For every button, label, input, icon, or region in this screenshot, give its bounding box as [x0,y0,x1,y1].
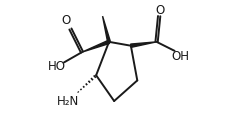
Text: O: O [156,4,165,17]
Polygon shape [103,16,110,42]
Text: OH: OH [171,50,189,63]
Polygon shape [131,42,156,47]
Text: H₂N: H₂N [57,95,80,108]
Text: O: O [61,14,71,27]
Polygon shape [82,40,110,52]
Text: HO: HO [48,60,66,73]
